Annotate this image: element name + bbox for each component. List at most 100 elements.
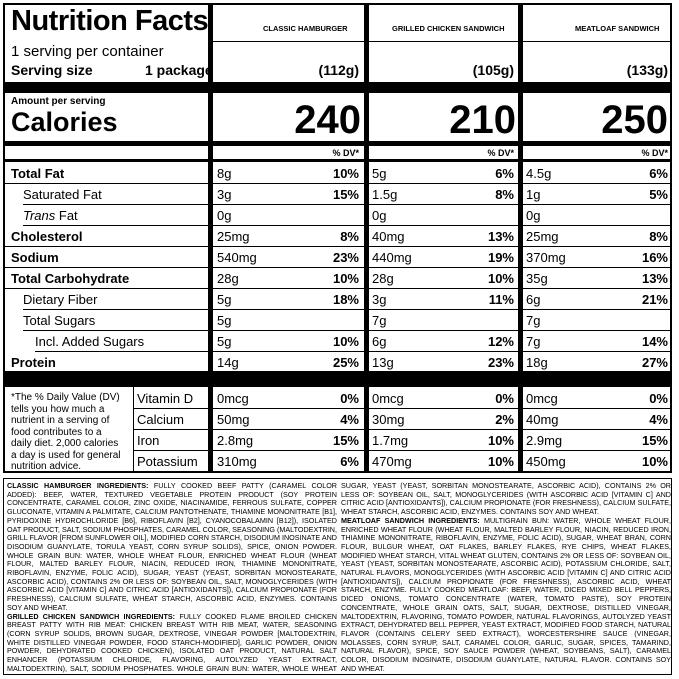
nutrient-name: Total Fat — [11, 166, 65, 181]
product-name-meatloaf: MEATLOAF SANDWICH — [575, 24, 660, 33]
meatloaf-ingredients-title: MEATLOAF SANDWICH INGREDIENTS: — [341, 515, 480, 525]
nutrient-value: 440mg — [372, 250, 412, 265]
nutrient-dv: 16% — [641, 250, 668, 265]
nutrient-name: Saturated Fat — [23, 187, 102, 202]
vitamin-dv: 4% — [340, 412, 359, 427]
vitamin-name: Iron — [137, 433, 160, 448]
nutrient-value: 1g — [526, 187, 541, 202]
nutrient-dv: 6% — [649, 166, 668, 181]
nutrient-value: 25mg — [526, 229, 559, 244]
nutrient-name: Protein — [11, 355, 56, 370]
nutrient-name: Cholesterol — [11, 229, 83, 244]
vitamin-name: Vitamin D — [137, 391, 194, 406]
nutrient-value: 0g — [372, 208, 387, 223]
nutrient-dv: 5% — [649, 187, 668, 202]
column-divider-3 — [518, 5, 523, 471]
ingredients-left-column: CLASSIC HAMBURGER INGREDIENTS: FULLY COO… — [7, 481, 337, 674]
footnote-line: tells you how much a — [11, 403, 105, 415]
vitamin-value: 40mg — [526, 412, 559, 427]
vitamin-name: Potassium — [137, 454, 198, 469]
calories-bar — [5, 141, 670, 146]
nutrient-value: 0g — [217, 208, 232, 223]
nutrient-value: 25mg — [217, 229, 250, 244]
nutrient-name: Sodium — [11, 250, 59, 265]
protein-bar — [5, 371, 670, 387]
calories-label: Calories — [11, 107, 118, 137]
vitamin-value: 2.8mg — [217, 433, 254, 448]
amount-per-serving: Amount per serving — [11, 96, 106, 107]
vitamin-dv: 10% — [641, 454, 668, 469]
row-rule — [5, 267, 670, 268]
nutrient-dv: 25% — [332, 355, 359, 370]
weight-chicken: (105g) — [472, 62, 514, 78]
vitamin-value: 30mg — [372, 412, 405, 427]
nutrient-dv: 8% — [340, 229, 359, 244]
nutrient-value: 6g — [526, 292, 541, 307]
nutrient-name: Trans Fat — [23, 208, 78, 223]
nutrient-name: Dietary Fiber — [23, 292, 98, 307]
vitamin-value: 470mg — [372, 454, 412, 469]
nutrient-value: 18g — [526, 355, 548, 370]
nutrient-value: 28g — [217, 271, 239, 286]
chicken-ingredients-title: GRILLED CHICKEN SANDWICH INGREDIENTS: — [7, 611, 176, 621]
weight-meatloaf: (133g) — [626, 62, 668, 78]
nutrient-dv: 13% — [487, 229, 514, 244]
nutrient-value: 7g — [526, 334, 541, 349]
vitamin-dv: 6% — [340, 454, 359, 469]
nutrient-value: 3g — [372, 292, 387, 307]
row-rule — [5, 183, 670, 184]
vitamin-dv: 4% — [649, 412, 668, 427]
nutrient-value: 40mg — [372, 229, 405, 244]
nutrient-dv: 8% — [495, 187, 514, 202]
nutrient-value: 0g — [526, 208, 541, 223]
nutrient-value: 5g — [217, 292, 232, 307]
vitamin-dv: 0% — [495, 391, 514, 406]
vitamin-dv: 0% — [649, 391, 668, 406]
nutrient-dv: 13% — [641, 271, 668, 286]
dv-header-chicken: % DV* — [487, 148, 514, 158]
nutrient-dv: 15% — [332, 187, 359, 202]
nutrient-value: 7g — [372, 313, 387, 328]
row-rule — [23, 309, 670, 310]
label-title: Nutrition Facts — [11, 5, 209, 37]
nutrient-dv: 10% — [487, 271, 514, 286]
serving-size-value: 1 package — [145, 62, 213, 78]
nutrition-facts-label: Nutrition Facts 1 serving per container … — [3, 3, 672, 473]
product-name-hamburger: CLASSIC HAMBURGER — [263, 24, 348, 33]
hamburger-ingredients-title: CLASSIC HAMBURGER INGREDIENTS: — [7, 481, 149, 490]
servings-per-container: 1 serving per container — [11, 43, 164, 60]
column-divider-1 — [208, 5, 213, 471]
vitamin-value: 450mg — [526, 454, 566, 469]
nutrient-dv: 6% — [495, 166, 514, 181]
nutrient-name: Total Sugars — [23, 313, 96, 328]
hamburger-ingredients-text: FULLY COOKED BEEF PATTY (CARAMEL COLOR A… — [7, 481, 337, 612]
footnote-line: *The % Daily Value (DV) — [11, 392, 120, 403]
calories-hamburger: 240 — [294, 98, 361, 142]
product-name-chicken: GRILLED CHICKEN SANDWICH — [392, 24, 505, 33]
nutrient-dv: 27% — [641, 355, 668, 370]
nutrient-value: 35g — [526, 271, 548, 286]
vitamin-value: 310mg — [217, 454, 257, 469]
nutrient-dv: 23% — [332, 250, 359, 265]
weight-hamburger: (112g) — [318, 62, 359, 78]
nutrient-value: 4.5g — [526, 166, 552, 181]
nutrient-dv: 10% — [332, 334, 359, 349]
nutrient-dv: 18% — [332, 292, 359, 307]
vitamin-dv: 0% — [340, 391, 359, 406]
nutrient-dv: 11% — [488, 292, 514, 307]
nutrient-value: 14g — [217, 355, 239, 370]
nutrient-value: 5g — [372, 166, 387, 181]
footnote-line: daily diet. 2,000 calories — [11, 438, 119, 449]
vitamin-rule — [133, 408, 670, 409]
vitamin-dv: 2% — [495, 412, 514, 427]
nutrient-name: Incl. Added Sugars — [35, 334, 145, 349]
vitamin-dv: 10% — [487, 454, 514, 469]
chicken-ingredients-text: FULLY COOKED FLAME BROILED CHICKEN BREAS… — [7, 611, 337, 674]
footnote-line: a day is used for general — [11, 449, 121, 461]
nutrient-dv: 10% — [332, 166, 359, 181]
vitamin-rule — [133, 450, 670, 451]
dv-header-hamburger: % DV* — [332, 148, 359, 158]
nutrient-dv: 10% — [332, 271, 359, 286]
nutrient-value: 3g — [217, 187, 232, 202]
calories-meatloaf: 250 — [601, 98, 668, 142]
